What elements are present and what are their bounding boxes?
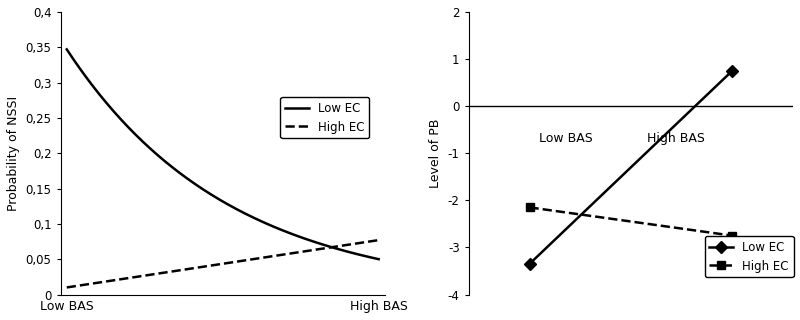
Low EC [248, 215, 258, 219]
Low EC [62, 47, 71, 51]
High EC [345, 243, 354, 246]
Low EC [727, 69, 737, 73]
Legend: Low EC, High EC: Low EC, High EC [705, 236, 794, 277]
Y-axis label: Probability of NSSI: Probability of NSSI [7, 96, 20, 211]
Text: High BAS: High BAS [646, 132, 705, 145]
Low EC [325, 245, 334, 249]
High EC [246, 258, 256, 261]
High EC [248, 257, 258, 261]
Y-axis label: Level of PB: Level of PB [430, 118, 442, 188]
High EC [253, 257, 262, 260]
High EC [525, 205, 534, 209]
High EC [727, 234, 737, 237]
Low EC [374, 257, 383, 261]
Line: Low EC: Low EC [526, 67, 737, 268]
High EC [374, 238, 383, 242]
Low EC [63, 49, 73, 53]
Line: Low EC: Low EC [66, 49, 378, 259]
High EC [62, 285, 71, 289]
Low EC [345, 250, 354, 254]
Low EC [525, 262, 534, 266]
Text: Low BAS: Low BAS [539, 132, 593, 145]
Low EC [246, 215, 256, 219]
Line: High EC: High EC [66, 240, 378, 287]
Line: High EC: High EC [526, 203, 737, 240]
Low EC [253, 218, 262, 221]
Legend: Low EC, High EC: Low EC, High EC [280, 97, 370, 138]
High EC [63, 285, 73, 289]
High EC [325, 246, 334, 250]
